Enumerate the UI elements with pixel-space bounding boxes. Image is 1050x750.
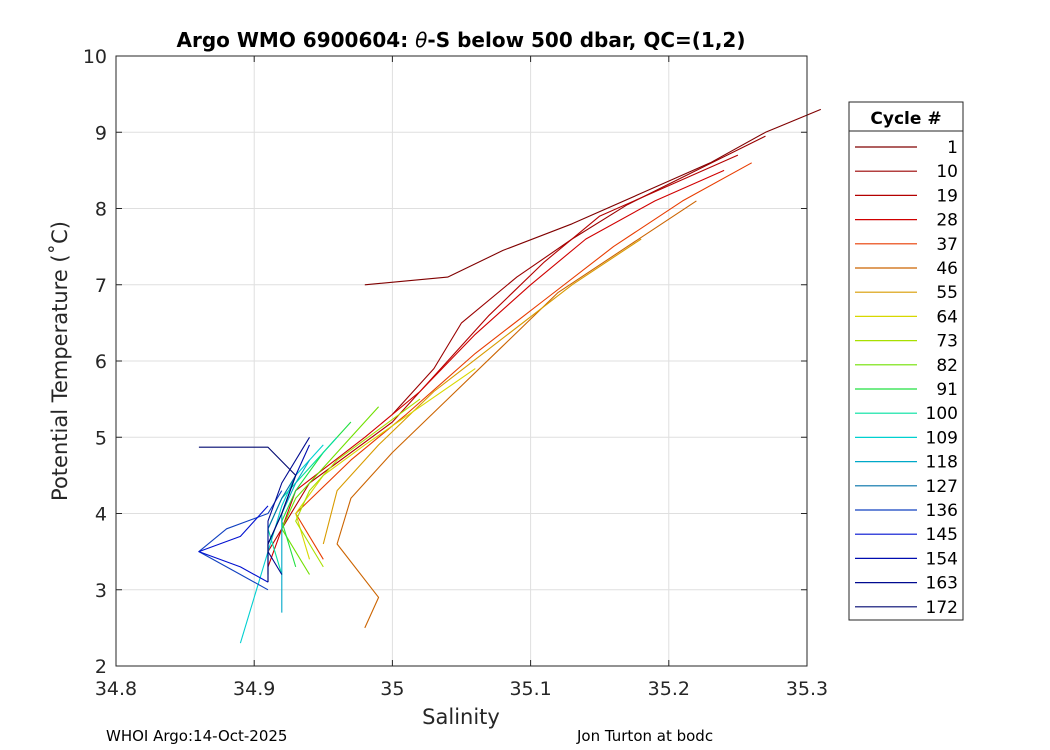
legend-label-cycle-19: 19 <box>936 186 958 206</box>
y-tick-label: 2 <box>95 656 107 678</box>
x-tick-label: 35.2 <box>648 678 690 700</box>
legend-label-cycle-55: 55 <box>936 283 958 303</box>
x-tick-label: 34.8 <box>95 678 137 700</box>
y-tick-label: 3 <box>95 580 107 602</box>
y-tick-label: 6 <box>95 351 107 373</box>
y-tick-label: 9 <box>95 122 107 144</box>
legend-label-cycle-82: 82 <box>936 356 958 376</box>
legend-label-cycle-10: 10 <box>936 162 958 182</box>
legend-label-cycle-64: 64 <box>936 307 958 327</box>
title-prefix: Argo WMO 6900604: <box>177 28 416 52</box>
series-line-cycle-172 <box>198 446 297 583</box>
axis-ticks: 34.8 34.9 35 35.1 35.2 35.3 2 3 4 5 6 7 8 9 10 <box>83 46 828 700</box>
footer-left: WHOI Argo:14-Oct-2025 <box>106 727 287 745</box>
legend-label-cycle-109: 109 <box>926 428 958 448</box>
series-line-cycle-64 <box>295 368 476 560</box>
series-line-cycle-145 <box>198 505 269 583</box>
y-tick-label: 7 <box>95 275 107 297</box>
series-line-cycle-46 <box>336 200 697 629</box>
x-tick-label: 35.3 <box>786 678 828 700</box>
legend-label-cycle-136: 136 <box>926 501 958 521</box>
y-axis-label: Potential Temperature (˚C) <box>48 221 72 501</box>
grid <box>116 56 807 666</box>
series-line-cycle-37 <box>295 162 752 560</box>
title-suffix: -S below 500 dbar, QC=(1,2) <box>427 28 745 52</box>
series-line-cycle-10 <box>391 135 766 415</box>
legend-label-cycle-28: 28 <box>936 211 958 231</box>
x-tick-label: 34.9 <box>233 678 275 700</box>
series-line-cycle-136 <box>198 490 283 591</box>
legend: Cycle # 1 10 19 28 37 46 55 64 73 82 91 100 109 118 12… <box>848 101 964 621</box>
x-tick-label: 35 <box>380 678 404 700</box>
y-tick-label: 5 <box>95 427 107 449</box>
legend-label-cycle-1: 1 <box>947 138 958 158</box>
legend-label-cycle-172: 172 <box>926 598 958 618</box>
legend-label-cycle-46: 46 <box>936 259 958 279</box>
legend-label-cycle-127: 127 <box>926 477 958 497</box>
legend-label-cycle-154: 154 <box>926 549 958 569</box>
legend-label-cycle-100: 100 <box>926 404 958 424</box>
legend-label-cycle-118: 118 <box>926 453 958 473</box>
legend-label-cycle-37: 37 <box>936 235 958 255</box>
y-tick-label: 4 <box>95 504 107 526</box>
y-tick-label: 10 <box>83 46 107 68</box>
legend-title: Cycle # <box>870 109 941 129</box>
legend-label-cycle-145: 145 <box>926 525 958 545</box>
series-lines <box>198 108 822 644</box>
series-line-cycle-1 <box>364 108 822 286</box>
title-theta-symbol: θ <box>415 28 427 52</box>
series-line-cycle-73 <box>295 398 421 568</box>
x-axis-label: Salinity <box>422 705 500 729</box>
footer-right: Jon Turton at bodc <box>576 727 713 745</box>
series-line-cycle-19 <box>267 154 739 552</box>
series-line-cycle-55 <box>322 238 642 545</box>
legend-items: 1 10 19 28 37 46 55 64 73 82 91 100 109 118 127 136 145 1… <box>855 138 958 618</box>
legend-label-cycle-73: 73 <box>936 332 958 352</box>
y-tick-label: 8 <box>95 199 107 221</box>
plot-area: 34.8 34.9 35 35.1 35.2 35.3 2 3 4 5 6 7 8 9 10 <box>83 46 828 700</box>
chart-title: Argo WMO 6900604: θ-S below 500 dbar, QC… <box>177 28 746 52</box>
series-line-cycle-163 <box>267 437 310 575</box>
legend-label-cycle-91: 91 <box>936 380 958 400</box>
legend-label-cycle-163: 163 <box>926 574 958 594</box>
x-tick-label: 35.1 <box>509 678 551 700</box>
